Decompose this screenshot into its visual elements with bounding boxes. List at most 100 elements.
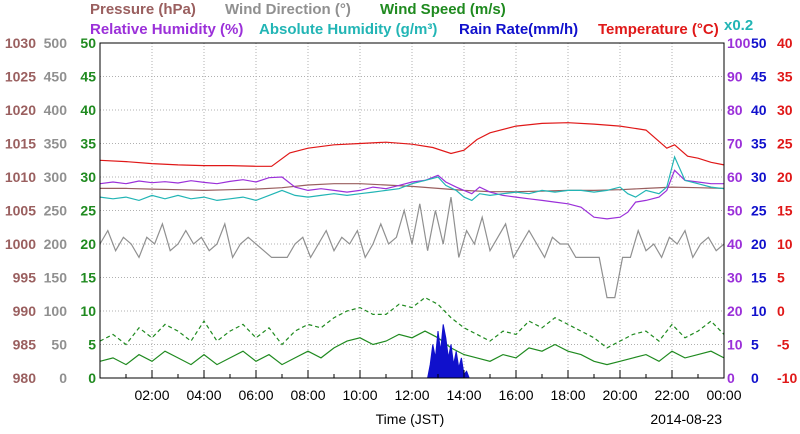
right-tick-label: 0 <box>777 303 785 319</box>
left-tick-label: 985 <box>13 337 37 353</box>
left-tick-label: 35 <box>80 136 96 152</box>
left-tick-label: 10 <box>80 303 96 319</box>
x-tick-label: 14:00 <box>446 387 481 403</box>
left-tick-label: 500 <box>44 35 68 51</box>
right-tick-label: 5 <box>777 270 785 286</box>
right-tick-label: 10 <box>751 303 767 319</box>
series-rain-area <box>426 324 470 379</box>
right-tick-label: 40 <box>727 236 743 252</box>
header-label: Rain Rate(mm/h) <box>459 21 578 38</box>
left-tick-label: 200 <box>44 236 68 252</box>
left-tick-label: 1005 <box>5 203 36 219</box>
header-label: Temperature (°C) <box>598 21 719 38</box>
right-tick-label: 30 <box>727 270 743 286</box>
right-tick-label: 10 <box>727 337 743 353</box>
x-tick-label: 10:00 <box>342 387 377 403</box>
x-axis-title: Time (JST) <box>376 411 445 427</box>
left-tick-label: 1020 <box>5 102 36 118</box>
date-label: 2014-08-23 <box>650 411 722 427</box>
series-line <box>99 122 725 167</box>
left-tick-label: 1025 <box>5 69 36 85</box>
right-tick-label: 0 <box>751 370 759 386</box>
right-tick-label: 25 <box>777 136 793 152</box>
header-label: Absolute Humidity (g/m³) <box>259 21 437 38</box>
right-tick-label: 30 <box>777 102 793 118</box>
x-tick-label: 16:00 <box>498 387 533 403</box>
right-tick-label: 70 <box>727 136 743 152</box>
x-tick-label: 20:00 <box>602 387 637 403</box>
left-axes: 9809859909951000100510101015102010251030… <box>5 35 96 386</box>
right-tick-label: -5 <box>777 337 790 353</box>
x-tick-label: 12:00 <box>394 387 429 403</box>
left-tick-label: 5 <box>88 337 96 353</box>
header-label: Pressure (hPa) <box>90 1 196 18</box>
chart-series <box>99 122 725 379</box>
x-tick-label: 00:00 <box>706 387 741 403</box>
series-line <box>99 330 725 366</box>
left-tick-label: 15 <box>80 270 96 286</box>
left-tick-label: 980 <box>13 370 37 386</box>
left-tick-label: 0 <box>88 370 96 386</box>
left-tick-label: 300 <box>44 169 68 185</box>
right-tick-label: 30 <box>751 169 767 185</box>
left-tick-label: 350 <box>44 136 68 152</box>
left-tick-label: 20 <box>80 236 96 252</box>
left-tick-label: 50 <box>51 337 67 353</box>
left-tick-label: 450 <box>44 69 68 85</box>
left-tick-label: 45 <box>80 69 96 85</box>
right-tick-label: 40 <box>777 35 793 51</box>
left-tick-label: 0 <box>59 370 67 386</box>
right-tick-label: 5 <box>751 337 759 353</box>
right-tick-label: 10 <box>777 236 793 252</box>
left-tick-label: 250 <box>44 203 68 219</box>
right-tick-label: 50 <box>727 203 743 219</box>
chart-grid <box>100 42 725 379</box>
left-tick-label: 50 <box>80 35 96 51</box>
left-tick-label: 990 <box>13 303 37 319</box>
right-tick-label: 100 <box>727 35 751 51</box>
left-tick-label: 995 <box>13 270 37 286</box>
right-tick-label: -10 <box>777 370 797 386</box>
left-tick-label: 40 <box>80 102 96 118</box>
scale-note: x0.2 <box>724 17 753 34</box>
series-line <box>99 169 724 220</box>
right-tick-label: 35 <box>751 136 767 152</box>
series-line <box>99 197 725 299</box>
right-tick-label: 0 <box>727 370 735 386</box>
series-line <box>99 155 725 202</box>
right-tick-label: 35 <box>777 69 793 85</box>
header-label: Wind Speed (m/s) <box>380 1 506 18</box>
x-tick-label: 06:00 <box>238 387 273 403</box>
x-tick-label: 02:00 <box>134 387 169 403</box>
right-tick-label: 15 <box>751 270 767 286</box>
header-row-1: Pressure (hPa) Wind Direction (°) Wind Spe… <box>90 1 506 18</box>
header-label: Relative Humidity (%) <box>90 21 243 38</box>
right-tick-label: 60 <box>727 169 743 185</box>
left-tick-label: 150 <box>44 270 68 286</box>
right-tick-label: 45 <box>751 69 767 85</box>
right-axes: 0102030405060708090100051015202530354045… <box>727 35 797 386</box>
left-tick-label: 1030 <box>5 35 36 51</box>
x-tick-label: 18:00 <box>550 387 585 403</box>
left-tick-label: 1000 <box>5 236 36 252</box>
x-axis: 02:00 04:00 06:00 08:00 10:00 12:00 14:00 16:00… <box>125 370 742 403</box>
header-row-2: Relative Humidity (%) Absolute Humidity (… <box>90 17 753 38</box>
left-tick-label: 1015 <box>5 136 36 152</box>
left-tick-label: 30 <box>80 169 96 185</box>
x-tick-label: 04:00 <box>186 387 221 403</box>
left-tick-label: 100 <box>44 303 68 319</box>
right-tick-label: 90 <box>727 69 743 85</box>
right-tick-label: 50 <box>751 35 767 51</box>
header-label: Wind Direction (°) <box>225 1 351 18</box>
left-tick-label: 25 <box>80 203 96 219</box>
left-tick-label: 1010 <box>5 169 36 185</box>
right-tick-label: 20 <box>777 169 793 185</box>
right-tick-label: 20 <box>727 303 743 319</box>
right-tick-label: 20 <box>751 236 767 252</box>
right-tick-label: 80 <box>727 102 743 118</box>
series-line <box>99 296 725 349</box>
x-tick-label: 08:00 <box>290 387 325 403</box>
series-line <box>100 183 725 193</box>
